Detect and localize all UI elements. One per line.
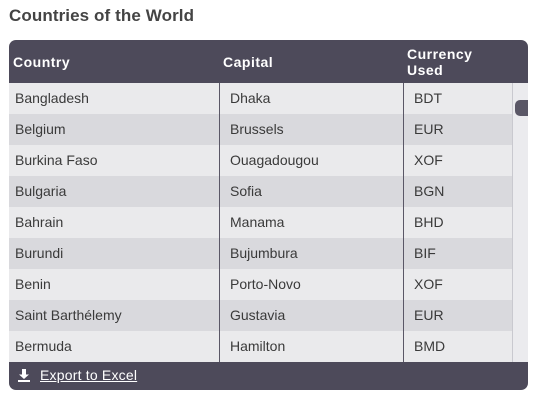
table-row[interactable]: Bahrain Manama BHD: [9, 207, 512, 238]
cell-currency: EUR: [414, 121, 444, 137]
column-header-country[interactable]: Country: [13, 54, 71, 70]
column-header-currency-line1: Currency: [407, 46, 473, 62]
cell-capital: Hamilton: [230, 338, 286, 354]
cell-capital: Brussels: [230, 121, 284, 137]
column-header-currency-line2: Used: [407, 62, 444, 78]
cell-currency: BDT: [414, 90, 442, 106]
cell-capital: Porto-Novo: [230, 276, 301, 292]
vertical-scrollbar[interactable]: [512, 83, 528, 362]
table-header: Country Capital Currency Used: [9, 40, 528, 83]
cell-currency: BGN: [414, 183, 445, 199]
cell-country: Burkina Faso: [15, 152, 98, 168]
column-header-currency[interactable]: Currency Used: [407, 46, 472, 78]
cell-country: Burundi: [15, 245, 64, 261]
table-row[interactable]: Saint Barthélemy Gustavia EUR: [9, 300, 512, 331]
table-row[interactable]: Bermuda Hamilton BMD: [9, 331, 512, 362]
cell-capital: Manama: [230, 214, 285, 230]
page-title: Countries of the World: [9, 6, 195, 25]
cell-currency: BIF: [414, 245, 436, 261]
table-row[interactable]: Benin Porto-Novo XOF: [9, 269, 512, 300]
countries-table: Country Capital Currency Used Bangladesh…: [9, 40, 528, 390]
scrollbar-thumb[interactable]: [515, 100, 528, 116]
cell-country: Bangladesh: [15, 90, 89, 106]
table-row[interactable]: Bangladesh Dhaka BDT: [9, 83, 512, 114]
table-footer: Export to Excel: [9, 362, 528, 390]
cell-country: Belgium: [15, 121, 66, 137]
export-label[interactable]: Export to Excel: [40, 367, 138, 383]
cell-capital: Sofia: [230, 183, 262, 199]
cell-capital: Dhaka: [230, 90, 271, 106]
cell-capital: Bujumbura: [230, 245, 298, 261]
cell-country: Bahrain: [15, 214, 64, 230]
column-header-capital[interactable]: Capital: [223, 54, 274, 70]
table-row[interactable]: Belgium Brussels EUR: [9, 114, 512, 145]
download-icon: [18, 369, 30, 382]
column-divider: [403, 83, 404, 362]
cell-country: Saint Barthélemy: [15, 307, 122, 323]
cell-currency: XOF: [414, 276, 443, 292]
column-divider: [219, 83, 220, 362]
table-row[interactable]: Burundi Bujumbura BIF: [9, 238, 512, 269]
table-body[interactable]: Bangladesh Dhaka BDT Belgium Brussels EU…: [9, 83, 512, 362]
cell-currency: BMD: [414, 338, 446, 354]
cell-capital: Ouagadougou: [230, 152, 319, 168]
export-to-excel-link[interactable]: Export to Excel: [17, 367, 137, 383]
cell-currency: BHD: [414, 214, 444, 230]
cell-currency: XOF: [414, 152, 443, 168]
cell-country: Bulgaria: [15, 183, 67, 199]
table-row[interactable]: Burkina Faso Ouagadougou XOF: [9, 145, 512, 176]
cell-currency: EUR: [414, 307, 444, 323]
cell-country: Bermuda: [15, 338, 72, 354]
cell-capital: Gustavia: [230, 307, 286, 323]
table-row[interactable]: Bulgaria Sofia BGN: [9, 176, 512, 207]
cell-country: Benin: [15, 276, 51, 292]
